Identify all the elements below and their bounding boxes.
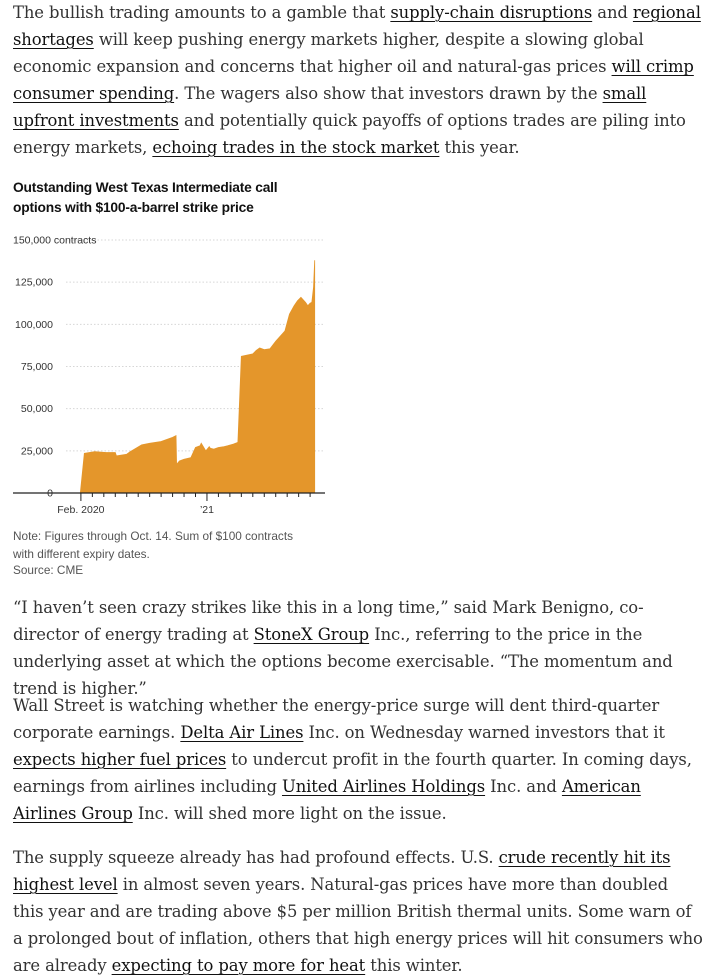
chart-source: Source: CME (13, 563, 84, 577)
y-tick-label: 150,000 contracts (13, 235, 96, 247)
chart-plot: 0 25,000 50,000 75,000 100,000 125,000 150,000… (13, 235, 325, 516)
text-run: The bullish trading amounts to a gamble … (13, 3, 391, 22)
text-run: Wall Street is watching whether the ener… (13, 696, 660, 742)
text-run: The supply squeeze already has had profo… (13, 848, 499, 867)
text-run: to undercut profit in the fourth quarter… (13, 750, 692, 796)
y-tick-label: 50,000 (21, 403, 53, 415)
text-run: “I haven’t seen crazy strikes like this … (13, 598, 644, 644)
chart-title: Outstanding West Texas Intermediate call… (13, 180, 278, 215)
text-run: in almost seven years. Natural-gas price… (13, 875, 703, 975)
link-small-upfront-investments[interactable]: small upfront investments (13, 84, 647, 130)
text-run: Inc. and (485, 777, 562, 796)
text-run: will keep pushing energy markets higher,… (13, 30, 644, 76)
text-run: this winter. (365, 956, 463, 975)
series-area (79, 260, 316, 494)
text-run: . The wagers also show that investors dr… (174, 84, 603, 103)
paragraph-benigno-quote: “I haven’t seen crazy strikes like this … (13, 594, 703, 702)
paragraph-wall-street: Wall Street is watching whether the ener… (13, 692, 703, 827)
link-regional-shortages[interactable]: regional shortages (13, 3, 701, 49)
text-run: Inc., referring to the price in the unde… (13, 625, 673, 698)
link-higher-fuel-prices[interactable]: expects higher fuel prices (13, 750, 227, 769)
link-pay-more-for-heat[interactable]: expecting to pay more for heat (111, 956, 366, 975)
link-supply-chain-disruptions[interactable]: supply-chain disruptions (390, 3, 593, 22)
link-crimp-consumer-spending[interactable]: will crimp consumer spending (13, 57, 694, 103)
link-delta-air-lines[interactable]: Delta Air Lines (180, 723, 304, 742)
options-chart: Outstanding West Texas Intermediate call… (13, 176, 325, 586)
link-echoing-trades[interactable]: echoing trades in the stock market (152, 138, 440, 157)
y-tick-label: 75,000 (21, 361, 53, 373)
text-run: Inc. on Wednesday warned investors that … (303, 723, 665, 742)
y-tick-label: 0 (47, 488, 53, 500)
y-tick-label: 125,000 (15, 277, 53, 289)
text-run: this year. (439, 138, 520, 157)
text-run: Inc. will shed more light on the issue. (132, 804, 447, 823)
text-run: and (592, 3, 633, 22)
x-tick-label: ’21 (200, 504, 214, 516)
chart-note: Note: Figures through Oct. 14. Sum of $1… (13, 529, 293, 561)
link-american-airlines[interactable]: American Airlines Group (13, 777, 641, 823)
x-tick-label: Feb. 2020 (57, 504, 104, 516)
link-united-airlines[interactable]: United Airlines Holdings (281, 777, 486, 796)
paragraph-supply-squeeze: The supply squeeze already has had profo… (13, 844, 703, 979)
y-tick-label: 100,000 (15, 319, 53, 331)
paragraph-bullish-trading: The bullish trading amounts to a gamble … (13, 0, 703, 161)
link-crude-highest-level[interactable]: crude recently hit its highest level (13, 848, 671, 894)
text-run: and potentially quick payoffs of options… (13, 111, 686, 157)
y-tick-label: 25,000 (21, 445, 53, 457)
link-stonex-group[interactable]: StoneX Group (253, 625, 370, 644)
